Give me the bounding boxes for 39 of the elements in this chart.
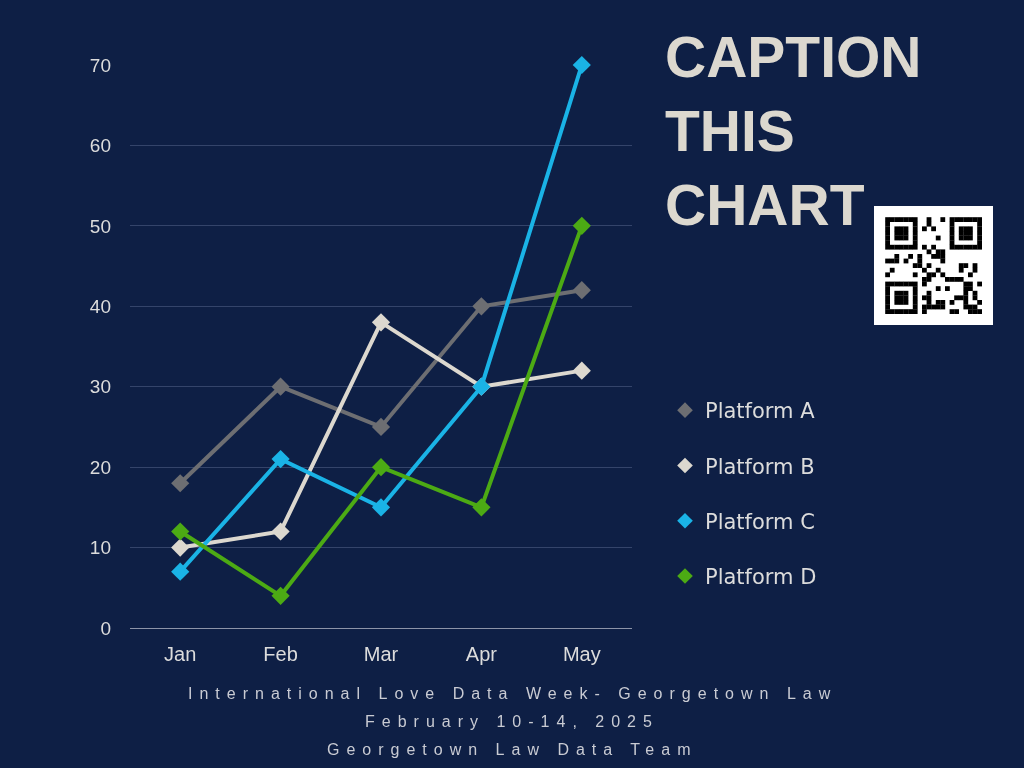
point bbox=[271, 450, 290, 469]
y-tick-label: 50 bbox=[89, 215, 111, 237]
x-tick-label: Mar bbox=[363, 643, 399, 665]
y-tick-label: 20 bbox=[89, 456, 111, 478]
point bbox=[371, 313, 391, 332]
point bbox=[572, 216, 591, 235]
point bbox=[371, 458, 391, 477]
y-tick-label: 70 bbox=[89, 54, 111, 76]
x-tick-label: Apr bbox=[465, 643, 498, 665]
x-tick-label: Feb bbox=[263, 643, 298, 665]
point bbox=[371, 498, 391, 517]
text: February 10-14, 2025 bbox=[365, 713, 659, 730]
x-tick-label: May bbox=[562, 643, 601, 665]
legend-label: Platform D bbox=[705, 565, 817, 590]
point bbox=[271, 522, 290, 541]
y-tick-label: 30 bbox=[89, 376, 111, 398]
legend-label: Platform B bbox=[705, 454, 815, 479]
text: CAPTION THIS CHART bbox=[665, 24, 922, 237]
y-tick-label: 10 bbox=[89, 537, 111, 559]
y-tick-label: 40 bbox=[89, 295, 111, 317]
point bbox=[472, 297, 491, 316]
point bbox=[572, 55, 591, 75]
point bbox=[171, 474, 190, 493]
y-tick-label: 0 bbox=[100, 617, 111, 639]
point bbox=[271, 586, 290, 605]
point bbox=[572, 281, 591, 300]
legend-label: Platform A bbox=[705, 399, 816, 424]
point bbox=[171, 562, 190, 581]
point bbox=[171, 522, 190, 541]
y-tick-label: 60 bbox=[89, 135, 111, 157]
point bbox=[572, 361, 591, 380]
text: Georgetown Law Data Team bbox=[327, 741, 698, 758]
point bbox=[271, 377, 290, 396]
x-tick-label: Jan bbox=[164, 643, 197, 665]
point bbox=[472, 498, 491, 517]
text: International Love Data Week- Georgetown Law bbox=[188, 685, 838, 702]
legend-label: Platform C bbox=[705, 509, 815, 534]
point bbox=[371, 417, 391, 437]
point bbox=[171, 538, 190, 557]
